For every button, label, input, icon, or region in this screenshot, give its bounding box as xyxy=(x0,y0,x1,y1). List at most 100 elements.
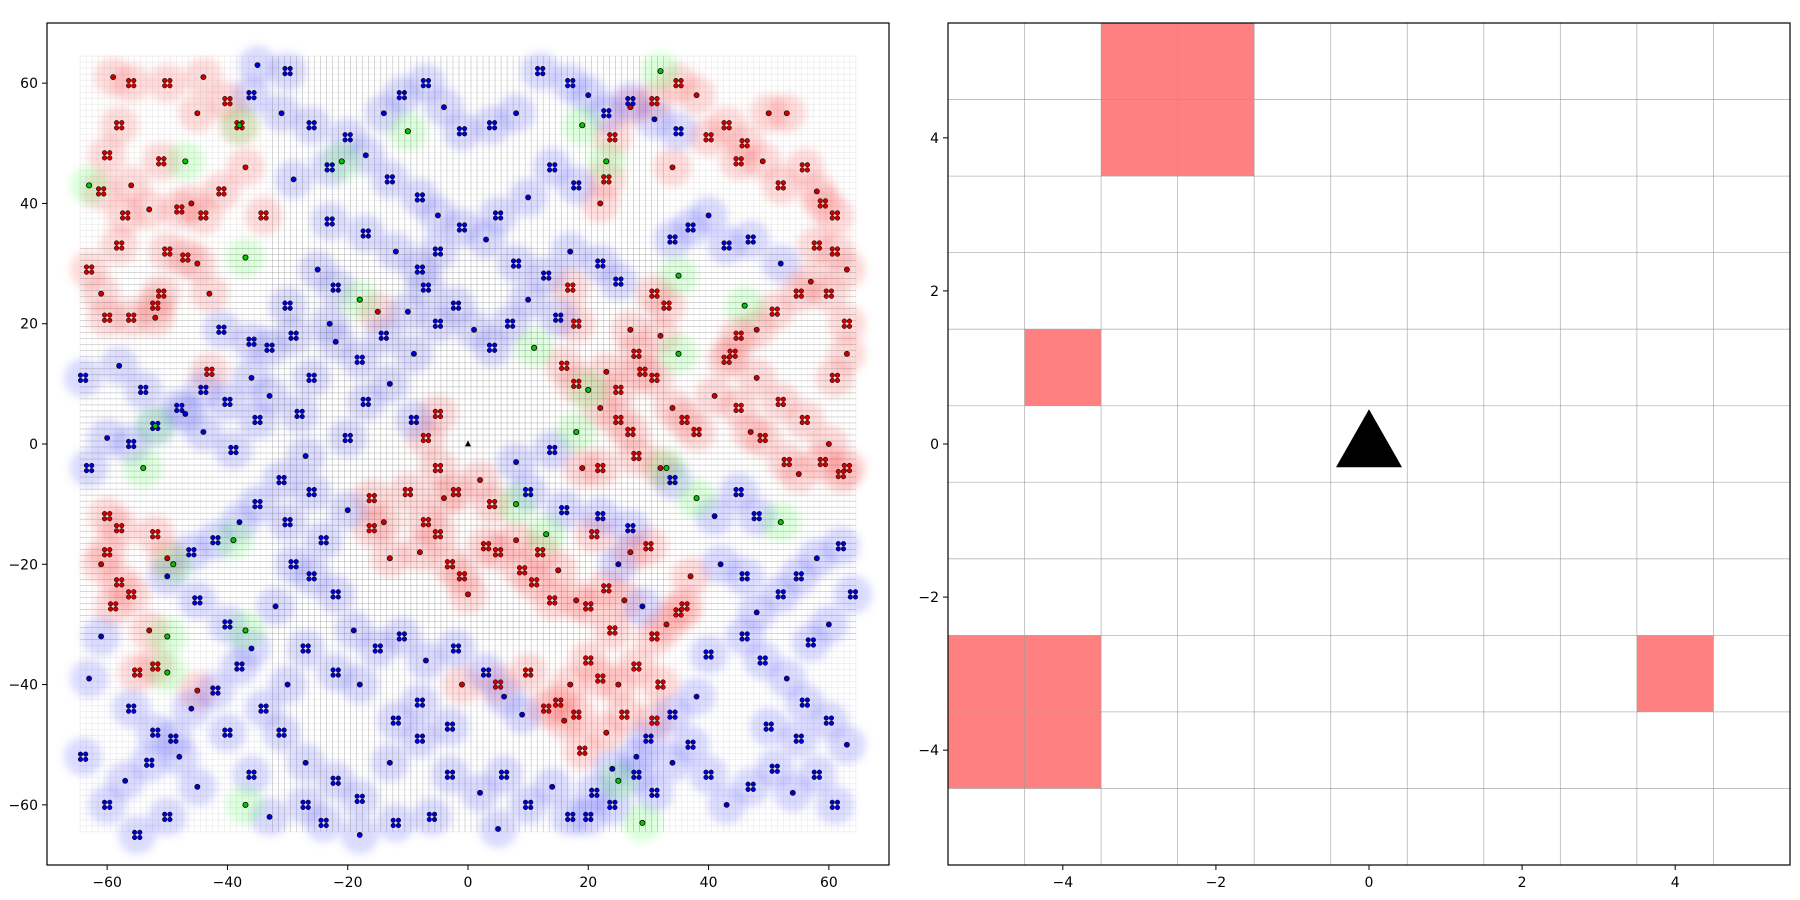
left-blue-point xyxy=(793,576,799,582)
left-green-point xyxy=(152,422,159,429)
left-blue-point xyxy=(311,576,317,582)
left-red-point xyxy=(209,366,215,372)
left-red-point xyxy=(420,438,426,444)
left-blue-point xyxy=(306,372,312,378)
left-red-point xyxy=(492,552,499,558)
left-red-glow xyxy=(719,388,758,428)
left-blue-point xyxy=(450,721,456,727)
left-red-point xyxy=(95,191,102,197)
left-red-point xyxy=(571,318,577,324)
left-blue-point xyxy=(332,338,339,345)
left-blue-glow xyxy=(484,755,524,795)
left-red-point xyxy=(804,414,810,420)
left-red-point xyxy=(654,715,660,721)
left-red-point xyxy=(573,597,580,604)
left-red-point xyxy=(775,401,781,408)
left-red-point xyxy=(733,335,739,341)
left-red-point xyxy=(167,77,173,84)
left-blue-point xyxy=(703,774,709,780)
left-blue-point xyxy=(558,312,564,318)
left-red-point xyxy=(804,419,810,426)
left-blue-point xyxy=(631,774,637,780)
left-blue-point xyxy=(450,774,456,780)
left-blue-point xyxy=(810,637,816,643)
left-red-point xyxy=(577,745,583,751)
left-red-point xyxy=(108,601,114,607)
left-blue-glow xyxy=(208,713,247,752)
left-red-point xyxy=(576,318,582,324)
left-red-point xyxy=(465,591,471,598)
left-red-point xyxy=(691,432,697,438)
left-blue-point xyxy=(360,233,366,239)
left-blue-point xyxy=(290,176,297,183)
left-blue-point xyxy=(252,498,258,505)
left-red-point xyxy=(167,83,173,89)
left-blue-point xyxy=(254,62,261,68)
left-red-point xyxy=(113,606,119,612)
left-blue-point xyxy=(324,167,330,173)
left-blue-glow xyxy=(520,51,560,91)
left-blue-point xyxy=(252,419,258,426)
left-red-point xyxy=(114,577,120,583)
left-blue-point xyxy=(456,227,462,233)
left-red-point xyxy=(655,679,661,685)
left-blue-glow xyxy=(304,803,343,843)
left-blue-glow xyxy=(725,557,764,596)
left-red-point xyxy=(597,405,604,411)
left-red-point xyxy=(119,528,125,534)
left-red-point xyxy=(477,477,483,483)
left-blue-point xyxy=(335,780,341,786)
left-red-point xyxy=(546,703,552,709)
left-blue-point xyxy=(576,185,582,191)
left-red-point xyxy=(589,534,595,540)
left-blue-point xyxy=(390,715,396,721)
left-red-glow xyxy=(111,63,151,103)
left-blue-point xyxy=(547,167,553,173)
right-axis-ticks: −4 −2 0 2 4 −4 −2 0 2 4 xyxy=(918,131,1679,891)
left-red-point xyxy=(209,371,215,377)
left-blue-point xyxy=(216,329,222,335)
left-red-point xyxy=(150,305,156,311)
left-red-point xyxy=(101,516,108,522)
left-blue-point xyxy=(625,523,631,529)
left-blue-point xyxy=(828,720,835,726)
left-blue-point xyxy=(462,131,468,137)
left-blue-point xyxy=(269,342,275,348)
left-blue-glow xyxy=(671,725,710,764)
left-blue-point xyxy=(266,392,273,399)
right-xtick-label: −2 xyxy=(1206,875,1227,891)
left-blue-point xyxy=(703,769,709,775)
left-red-point xyxy=(828,288,835,294)
left-blue-point xyxy=(414,264,420,270)
left-blue-point xyxy=(197,600,203,606)
left-red-point xyxy=(757,432,763,438)
left-red-point xyxy=(769,306,775,312)
left-red-point xyxy=(624,709,630,715)
left-green-point xyxy=(242,627,249,634)
left-red-point xyxy=(588,606,594,612)
left-blue-point xyxy=(350,627,357,634)
left-red-point xyxy=(834,246,841,252)
left-red-point xyxy=(822,456,828,462)
left-blue-point xyxy=(669,759,676,766)
left-blue-point xyxy=(288,335,294,341)
left-red-point xyxy=(780,396,786,402)
left-red-point xyxy=(577,750,583,756)
left-blue-point xyxy=(342,432,348,438)
left-green-point xyxy=(693,495,700,502)
left-blue-point xyxy=(276,727,282,733)
left-blue-point xyxy=(522,486,529,493)
left-red-point xyxy=(813,188,820,195)
left-blue-point xyxy=(386,380,393,387)
left-red-point xyxy=(420,432,426,438)
left-blue-point xyxy=(444,726,450,732)
left-green-point xyxy=(242,254,249,261)
left-blue-point xyxy=(222,401,228,408)
left-red-point xyxy=(679,606,685,612)
left-red-point xyxy=(567,681,574,688)
left-blue-point xyxy=(654,792,660,798)
left-blue-point xyxy=(763,726,769,732)
left-blue-point xyxy=(751,516,757,522)
left-blue-point xyxy=(504,774,510,780)
left-blue-point xyxy=(811,774,817,780)
